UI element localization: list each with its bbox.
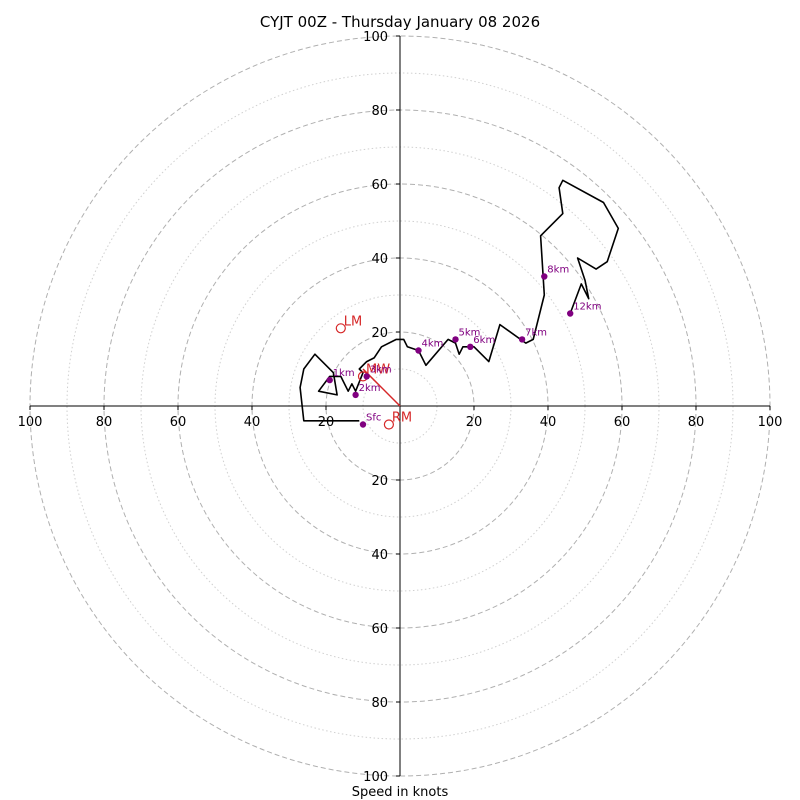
wind-profile-line — [299, 179, 620, 422]
y-tick-label: 80 — [371, 696, 388, 711]
level-marker-7km — [518, 336, 526, 343]
level-marker-4km — [415, 347, 422, 354]
y-tick-label: 40 — [371, 548, 388, 563]
x-axis-label: Speed in knots — [352, 785, 449, 800]
tick-labels: 100 80 60 40 20 20 40 60 80 100 100 80 60 40 20 20 40 60 8… — [18, 30, 783, 785]
y-tick-label: 60 — [371, 622, 388, 637]
level-label-2km: 2km — [359, 383, 381, 394]
level-label-1km: 1km — [333, 368, 355, 379]
level-label-12km: 12km — [573, 302, 601, 313]
level-marker-2km — [352, 391, 359, 399]
hodograph-trace — [299, 179, 620, 422]
y-tick-label: 40 — [371, 252, 388, 267]
x-tick-label: 20 — [466, 415, 483, 430]
x-tick-label: 80 — [688, 415, 705, 430]
level-marker-8km — [541, 273, 548, 280]
storm-motion-markers: LM MW RM — [335, 314, 412, 430]
level-label-8km: 8km — [547, 265, 569, 276]
x-tick-label: 60 — [170, 415, 187, 430]
mw-label: MW — [366, 362, 390, 377]
x-tick-label: 100 — [18, 415, 43, 430]
y-tick-label: 100 — [363, 770, 388, 785]
level-marker-1km — [326, 376, 333, 384]
y-tick-label: 80 — [371, 104, 388, 119]
level-marker-6km — [467, 343, 474, 350]
level-label-3km: 3km — [370, 364, 392, 375]
level-label-5km: 5km — [459, 327, 481, 338]
lm-label: LM — [344, 314, 362, 329]
level-label-4km: 4km — [422, 339, 444, 350]
chart-title: CYJT 00Z - Thursday January 08 2026 — [260, 13, 540, 31]
y-tick-label: 20 — [371, 474, 388, 489]
lm-marker — [335, 323, 346, 334]
x-tick-label: 20 — [318, 415, 335, 430]
x-tick-label: 40 — [244, 415, 261, 430]
level-marker-sfc — [359, 421, 367, 428]
rm-marker — [383, 419, 394, 430]
level-label-6km: 6km — [473, 335, 495, 346]
x-tick-label: 80 — [96, 415, 113, 430]
x-tick-label: 60 — [614, 415, 631, 430]
y-tick-label: 20 — [371, 326, 388, 341]
x-tick-label: 100 — [758, 415, 783, 430]
y-tick-label: 100 — [363, 30, 388, 45]
x-tick-label: 40 — [540, 415, 557, 430]
level-marker-12km — [567, 310, 574, 317]
rm-label: RM — [392, 411, 412, 426]
level-marker-5km — [452, 336, 459, 343]
level-marker-3km — [363, 373, 370, 380]
y-tick-label: 60 — [371, 178, 388, 193]
level-label-sfc: Sfc — [366, 413, 381, 424]
level-label-7km: 7km — [525, 327, 547, 338]
